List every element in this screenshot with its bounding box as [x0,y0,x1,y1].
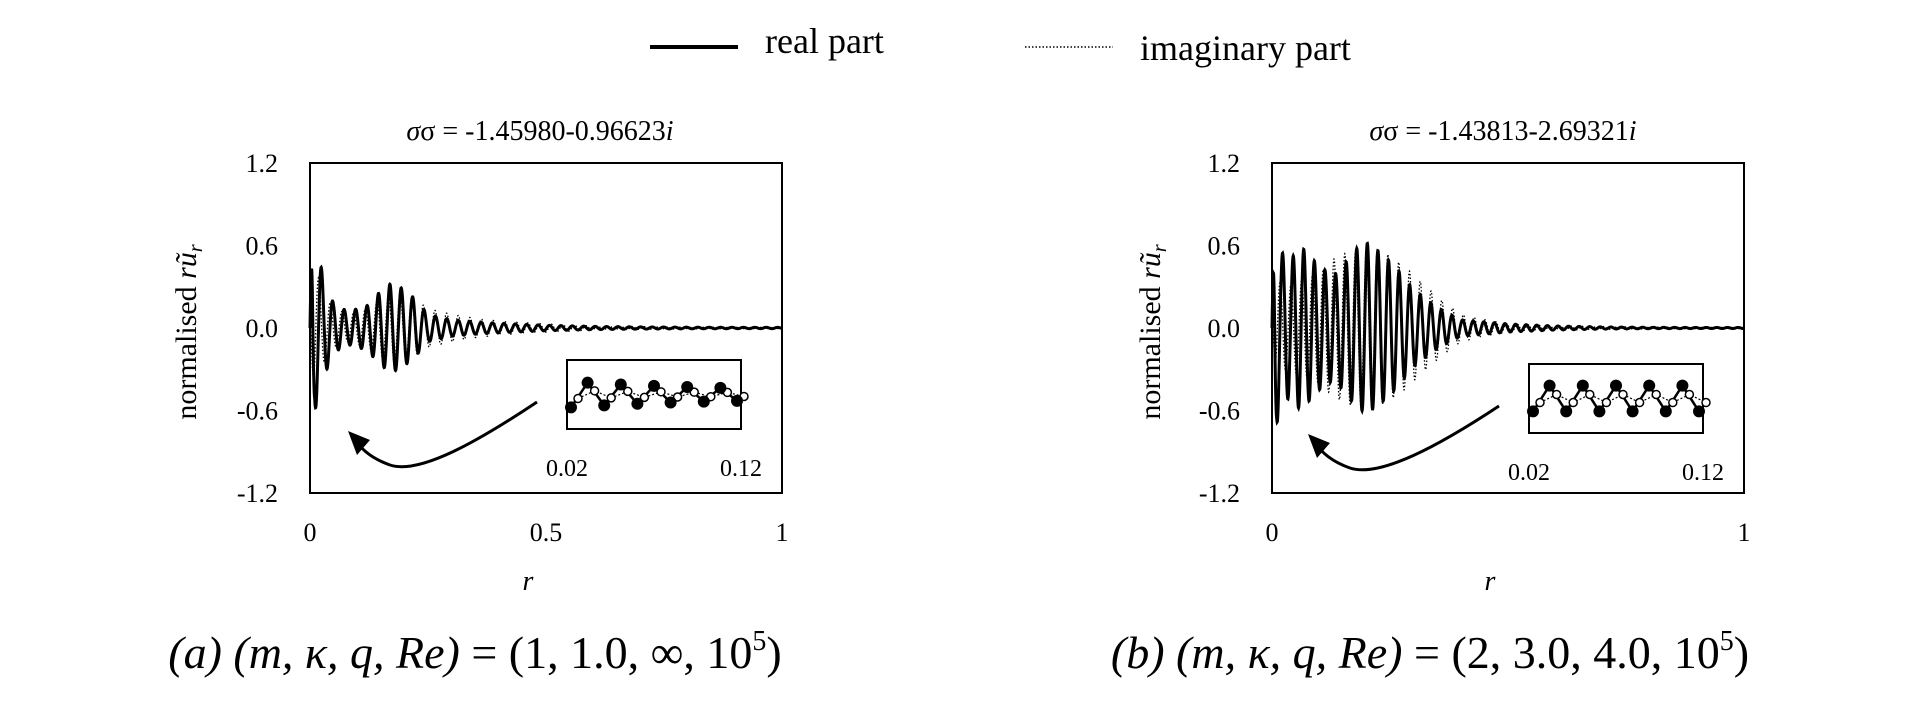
panel-a-inset-imag-point [573,393,583,404]
panel-a-inset-real-point [614,378,627,391]
legend: real part imaginary part [650,21,1351,68]
panel-b-inset-real-point [1643,379,1656,392]
panel-a-inset-real-point [664,396,677,409]
panel-b-xlabel: r [1485,566,1496,597]
panel-b-inset-imag-point [1551,389,1562,400]
panel-b-inset-arrowhead [1308,434,1330,458]
panel-b-inset-real-point [1527,405,1539,418]
panel-a-plot-frame [309,162,783,494]
panel-b-ylabel: normalised rũr [1134,244,1171,420]
panel-a-inset-real-point [565,401,577,414]
svg-text:normalised rũr: normalised rũr [1134,244,1171,420]
panel-b-inset-real-point [1560,405,1573,418]
panel-b-inset-real-point [1593,405,1606,418]
panel-b-caption: (b) (m, κ, q, Re) = (2, 3.0, 4.0, 105) [1111,626,1749,678]
panel-b-inset-marks [1527,379,1711,418]
panel-a-inset-real-point [631,397,644,410]
panel-b-ytick-label: 0.0 [1208,314,1241,343]
panel-a-ylabel: normalised rũr [170,244,207,420]
panel-b-ytick-label: -1.2 [1199,479,1240,508]
panel-a-inset-arrow [352,400,538,469]
panel-a-inset-imag-point [623,386,633,397]
panel-a-xtick-label: 0 [304,518,317,547]
panel-a-inset-imag-point [639,392,650,403]
panel-b-inset-arrow [1312,404,1500,472]
panel-b-xtick-label: 1 [1738,518,1751,547]
panel-a: σσ = -1.45980-0.96623i normalised rũr 1.… [168,116,788,678]
panel-b-series-real-line [1270,241,1745,426]
panel-b-inset-real-point [1676,379,1689,392]
panel-b-ytick-label: 1.2 [1208,149,1241,178]
panel-b-xtick-label: 0 [1266,518,1279,547]
panel-b-inset-imag-point [1535,397,1545,408]
panel-a-xtick-label: 0.5 [530,518,563,547]
panel-b-ytick-label: 0.6 [1208,232,1241,261]
panel-a-inset-xmin: 0.02 [546,456,588,482]
panel-b-y-ticks: 1.2 0.6 0.0 -0.6 -1.2 [1199,149,1240,508]
panel-b-ytick-label: -0.6 [1199,397,1240,426]
panel-a-inset-arrowhead [348,431,370,455]
panel-b-inset: 0.02 0.12 [1308,363,1724,486]
panel-a-ytick-label: 1.2 [246,149,279,178]
panel-a-xlabel: r [523,566,534,597]
panel-b-inset-real-point [1576,379,1589,392]
panel-a-inset-real-point [731,394,743,407]
svg-text:normalised rũr: normalised rũr [170,244,207,420]
panel-a-inset-real-point [581,376,594,389]
panel-b-series [1270,241,1745,426]
panel-a-inset-xmax: 0.12 [720,456,762,482]
panel-a-xtick-label: 1 [776,518,789,547]
panel-a-inset-real-point [697,395,710,408]
panel-a-caption: (a) (m, κ, q, Re) = (1, 1.0, ∞, 105) [168,626,781,678]
panel-b-inset-real-point [1659,405,1672,418]
panel-a-ytick-label: 0.0 [246,314,279,343]
panel-b-inset-imag-point [1585,389,1595,400]
panel-a-inset-real-point [598,399,611,412]
panel-a-inset-real-point [714,381,727,394]
panel-a-inset-imag-point [656,387,666,397]
panel-b-inset-imag-point [1601,397,1612,408]
panel-b-inset-xmax: 0.12 [1682,460,1724,486]
panel-a-x-ticks: 0 0.5 1 [304,518,789,547]
panel-a-ytick-label: -1.2 [237,479,278,508]
panel-a-inset: 0.02 0.12 [348,359,762,482]
panel-b-inset-xmin: 0.02 [1508,460,1550,486]
panel-a-inset-real-point [648,379,660,392]
panel-b-inset-imag-point [1568,397,1578,408]
panel-b-inset-imag-point [1618,389,1628,400]
panel-b-title: σσ = -1.43813-2.69321i [1369,116,1636,147]
panel-a-series [308,264,783,410]
panel-b: σσ = -1.43813-2.69321i normalised rũr 1.… [1111,116,1751,678]
panel-a-inset-real-point [681,380,694,393]
panel-b-inset-real-point [1693,405,1705,418]
panel-a-inset-imag-point [606,393,616,403]
panel-b-inset-real-point [1610,379,1622,392]
panel-b-inset-real-point [1543,379,1556,392]
legend-real-label: real part [765,21,884,61]
panel-a-inset-imag-point [589,386,600,396]
panel-a-ytick-label: -0.6 [237,397,278,426]
panel-b-inset-imag-point [1668,397,1678,408]
panel-b-inset-imag-point [1651,389,1661,400]
panel-a-inset-marks [565,376,749,414]
panel-a-y-ticks: 1.2 0.6 0.0 -0.6 -1.2 [237,149,278,508]
panel-b-inset-real-point [1626,405,1639,418]
panel-a-series-real-line [308,264,783,410]
panel-b-inset-imag-point [1684,389,1695,400]
panel-b-inset-imag-point [1634,397,1645,408]
panel-a-ytick-label: 0.6 [246,232,279,261]
panel-b-inset-imag-point [1701,397,1711,408]
legend-imag-label: imaginary part [1140,28,1351,68]
panel-a-inset-imag-point [672,392,683,402]
panel-a-title: σσ = -1.45980-0.96623i [406,116,673,147]
panel-b-plot-frame [1271,162,1745,494]
